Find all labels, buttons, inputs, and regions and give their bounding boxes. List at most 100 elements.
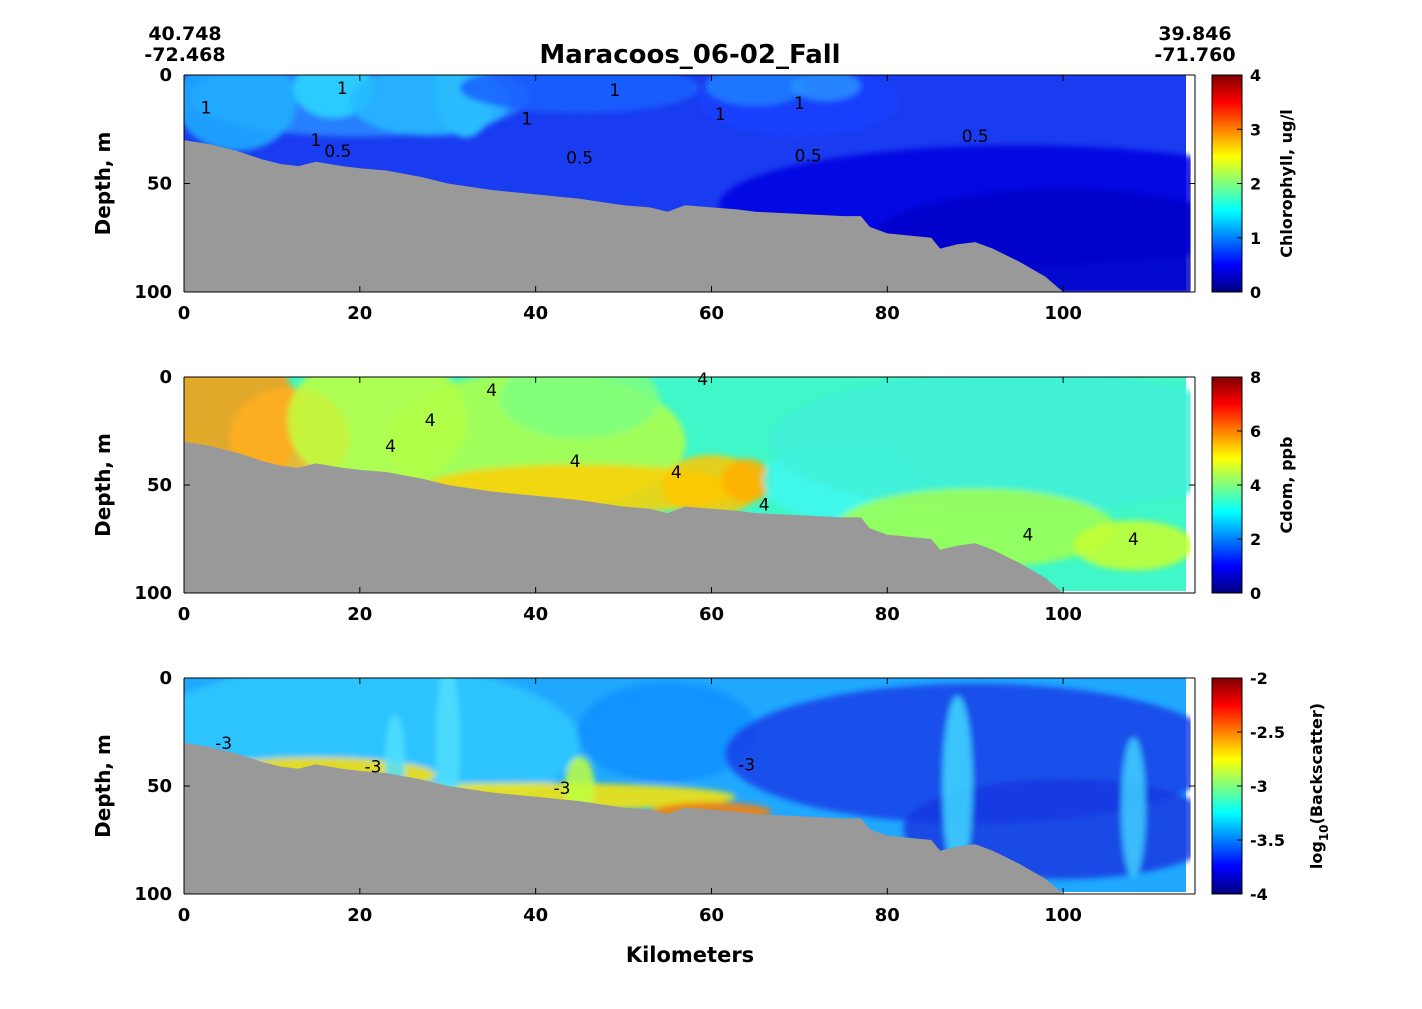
backscatter-panel: 0 20 40 60 80 100 0 50 100 Depth, m -3 -3 -3 -3 -4 -3.5… xyxy=(91,668,1331,926)
colorbar-tick-label: -3.5 xyxy=(1250,831,1285,850)
colorbar: 0 1 2 3 4 Chlorophyll, ug/l xyxy=(1211,66,1296,302)
contour-label: 1 xyxy=(521,109,532,129)
contour-label: 1 xyxy=(310,131,321,151)
x-tick-label: 100 xyxy=(1044,905,1082,926)
contour-label: 0.5 xyxy=(962,127,989,147)
field-blob xyxy=(459,75,700,114)
contour-label: 4 xyxy=(671,463,682,483)
field-blob xyxy=(1073,520,1194,571)
colorbar-tick-label: 6 xyxy=(1250,422,1261,441)
contour-label: 1 xyxy=(201,99,212,119)
y-tick-label: 100 xyxy=(134,583,172,604)
contour-label: -3 xyxy=(738,755,755,775)
field-blob xyxy=(499,377,660,439)
field-blob xyxy=(769,377,1195,512)
colorbar-label: Cdom, ppb xyxy=(1277,437,1296,534)
y-axis-label: Depth, m xyxy=(91,734,115,838)
x-tick-label: 80 xyxy=(875,303,900,324)
colorbar-tick-label: 8 xyxy=(1250,368,1261,387)
y-tick-label: 100 xyxy=(134,884,172,905)
contour-label: 0.5 xyxy=(566,148,593,168)
x-tick-label: 60 xyxy=(699,604,724,625)
colorbar-tick-label: 2 xyxy=(1250,175,1261,194)
contour-label: 1 xyxy=(715,105,726,125)
chart-title: Maracoos_06-02_Fall xyxy=(539,40,840,70)
x-tick-label: 100 xyxy=(1044,604,1082,625)
y-tick-label: 0 xyxy=(159,367,172,388)
contour-label: 1 xyxy=(337,79,348,99)
contour-label: -3 xyxy=(365,758,382,778)
colorbar-tick-label: 3 xyxy=(1250,120,1261,139)
contour-label: 0.5 xyxy=(795,146,822,166)
y-axis-label: Depth, m xyxy=(91,433,115,537)
x-tick-label: 60 xyxy=(699,303,724,324)
colorbar-tick-label: 2 xyxy=(1250,530,1261,549)
colorbar-ramp xyxy=(1211,376,1243,594)
x-tick-label: 80 xyxy=(875,905,900,926)
contour-label: 4 xyxy=(697,370,708,390)
field-blob xyxy=(790,75,861,101)
colorbar-label: log10(Backscatter) xyxy=(1307,703,1331,869)
x-tick-label: 0 xyxy=(178,905,191,926)
contour-label: -3 xyxy=(215,734,232,754)
x-tick-label: 60 xyxy=(699,905,724,926)
y-tick-label: 0 xyxy=(159,65,172,86)
seafloor-bathymetry xyxy=(184,742,1064,894)
field-blob xyxy=(577,682,758,782)
colorbar-tick-label: -2.5 xyxy=(1250,723,1285,742)
colorbar-tick-label: 4 xyxy=(1250,476,1261,495)
contour-label: 1 xyxy=(609,81,620,101)
colorbar: -4 -3.5 -3 -2.5 -2 log10(Backscatter) xyxy=(1211,669,1331,904)
y-tick-label: 100 xyxy=(134,282,172,303)
field-blob xyxy=(705,75,806,106)
colorbar-tick-label: -4 xyxy=(1250,885,1268,904)
contour-label: 4 xyxy=(1023,526,1034,546)
contour-label: 4 xyxy=(385,437,396,457)
field-blob xyxy=(942,696,973,876)
field-blob xyxy=(184,75,297,152)
contour-label: 4 xyxy=(486,381,497,401)
x-tick-label: 20 xyxy=(347,604,372,625)
x-tick-label: 100 xyxy=(1044,303,1082,324)
end-longitude: -71.760 xyxy=(1154,44,1235,66)
x-tick-label: 40 xyxy=(523,303,548,324)
y-tick-label: 50 xyxy=(147,475,172,496)
y-axis-label: Depth, m xyxy=(91,132,115,236)
contour-label: -3 xyxy=(554,779,571,799)
contour-label: 4 xyxy=(570,452,581,472)
contour-label: 4 xyxy=(425,411,436,431)
colorbar-tick-label: 0 xyxy=(1250,584,1261,603)
colorbar-tick-label: 0 xyxy=(1250,283,1261,302)
colorbar-tick-label: 1 xyxy=(1250,229,1261,248)
x-tick-label: 80 xyxy=(875,604,900,625)
contour-label: 0.5 xyxy=(324,142,351,162)
colorbar-tick-label: 4 xyxy=(1250,66,1261,85)
seafloor-bathymetry xyxy=(184,441,1064,593)
x-tick-label: 0 xyxy=(178,303,191,324)
end-latitude: 39.846 xyxy=(1158,23,1231,45)
y-tick-label: 50 xyxy=(147,174,172,195)
contour-label: 4 xyxy=(759,495,770,515)
contour-label: 4 xyxy=(1128,530,1139,550)
colorbar: 0 2 4 6 8 Cdom, ppb xyxy=(1211,368,1296,603)
x-tick-label: 0 xyxy=(178,604,191,625)
field-blob xyxy=(721,458,772,503)
x-tick-label: 40 xyxy=(523,905,548,926)
x-tick-label: 40 xyxy=(523,604,548,625)
y-tick-label: 0 xyxy=(159,668,172,689)
colorbar-label: Chlorophyll, ug/l xyxy=(1277,109,1296,258)
start-latitude: 40.748 xyxy=(148,23,221,45)
start-longitude: -72.468 xyxy=(144,44,225,66)
field-blob xyxy=(1121,737,1146,878)
colorbar-tick-label: -3 xyxy=(1250,777,1268,796)
x-tick-label: 20 xyxy=(347,905,372,926)
x-axis-label: Kilometers xyxy=(626,943,754,967)
x-tick-label: 20 xyxy=(347,303,372,324)
y-tick-label: 50 xyxy=(147,776,172,797)
seafloor-bathymetry xyxy=(184,140,1064,292)
colorbar-tick-label: -2 xyxy=(1250,669,1268,688)
contour-label: 1 xyxy=(794,94,805,114)
